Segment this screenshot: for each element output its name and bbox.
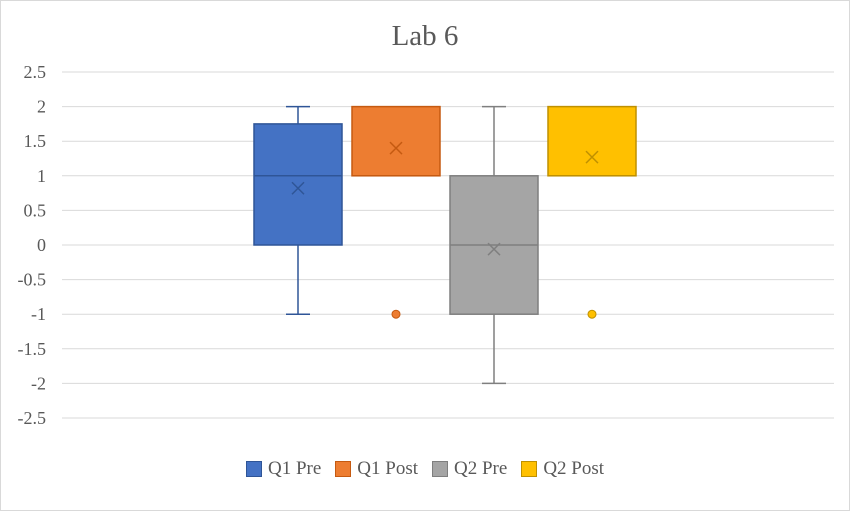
mean-marker bbox=[585, 150, 599, 164]
y-tick-label: -2 bbox=[31, 373, 46, 393]
box-iqr bbox=[253, 123, 343, 246]
box-q1-post bbox=[351, 105, 441, 319]
legend-label: Q1 Post bbox=[357, 458, 418, 479]
legend-item-q2-post: Q2 Post bbox=[521, 458, 604, 480]
y-tick-label: -1 bbox=[31, 304, 46, 324]
legend-swatch bbox=[432, 461, 448, 477]
legend-item-q1-post: Q1 Post bbox=[335, 458, 418, 480]
box-q1-pre bbox=[253, 105, 343, 315]
chart-title: Lab 6 bbox=[392, 20, 459, 52]
mean-marker bbox=[291, 181, 305, 195]
box-q2-post bbox=[547, 105, 637, 319]
y-tick-label: 0.5 bbox=[24, 200, 47, 220]
legend-swatch bbox=[335, 461, 352, 477]
outlier-point bbox=[587, 309, 597, 319]
legend-label: Q2 Post bbox=[543, 458, 605, 479]
legend-label: Q1 Pre bbox=[267, 458, 322, 479]
y-tick-label: -0.5 bbox=[18, 270, 47, 290]
y-tick-label: 1 bbox=[37, 166, 46, 186]
box-plots bbox=[253, 105, 637, 385]
legend-item-q2-pre: Q2 Pre bbox=[432, 458, 507, 480]
y-tick-label: 0 bbox=[37, 235, 46, 255]
gridlines bbox=[62, 71, 834, 419]
legend-swatch bbox=[245, 461, 262, 477]
y-axis-ticks: 2.5 2 1.5 1 0.5 0 -0.5 -1 -1.5 -2 -2.5 bbox=[18, 62, 47, 428]
y-tick-label: 2.5 bbox=[24, 62, 47, 82]
legend-swatch bbox=[521, 461, 538, 477]
box-q2-pre bbox=[449, 105, 539, 385]
mean-marker bbox=[487, 242, 501, 256]
y-tick-label: 1.5 bbox=[24, 131, 47, 151]
y-tick-label: -1.5 bbox=[18, 339, 47, 359]
box-iqr bbox=[547, 105, 637, 177]
mean-marker bbox=[389, 141, 403, 155]
y-tick-label: -2.5 bbox=[18, 408, 47, 428]
legend-item-q1-pre: Q1 Pre bbox=[245, 458, 322, 480]
legend-label: Q2 Pre bbox=[454, 458, 508, 479]
outlier-point bbox=[391, 309, 401, 319]
y-tick-label: 2 bbox=[37, 97, 46, 117]
box-iqr bbox=[351, 105, 441, 177]
legend: Q1 Pre Q1 Post Q2 Pre Q2 Post bbox=[0, 456, 850, 482]
